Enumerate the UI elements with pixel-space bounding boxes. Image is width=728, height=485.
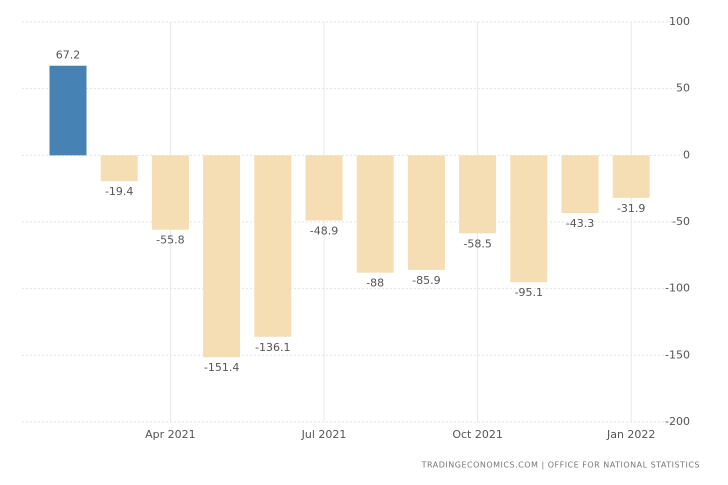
- bar: [407, 155, 445, 270]
- data-label: -136.1: [255, 341, 290, 354]
- x-tick-label: Oct 2021: [452, 428, 503, 441]
- bar: [151, 155, 189, 230]
- y-tick-label: 0: [683, 148, 690, 161]
- y-tick-label: 100: [669, 15, 690, 28]
- data-label: 67.2: [56, 49, 81, 62]
- bar: [49, 65, 87, 156]
- x-tick-label: Jul 2021: [301, 428, 347, 441]
- data-label: -48.9: [310, 225, 338, 238]
- bar: [100, 155, 138, 182]
- bar: [356, 155, 394, 273]
- data-label: -85.9: [412, 274, 440, 287]
- data-label: -88: [366, 277, 384, 290]
- y-tick-label: -50: [672, 215, 690, 228]
- y-tick-label: -100: [665, 282, 690, 295]
- x-tick-label: Jan 2022: [606, 428, 655, 441]
- bar: [305, 155, 343, 221]
- y-tick-label: -200: [665, 415, 690, 428]
- bar: [612, 155, 650, 198]
- data-label: -151.4: [204, 361, 239, 374]
- y-tick-label: -150: [665, 348, 690, 361]
- y-tick-label: 50: [676, 82, 690, 95]
- data-label: -31.9: [617, 202, 645, 215]
- source: TRADINGECONOMICS.COM | OFFICE FOR NATION…: [421, 461, 700, 470]
- data-label: -43.3: [566, 217, 594, 230]
- data-label: -19.4: [105, 185, 133, 198]
- bar: [561, 155, 599, 214]
- bar: [510, 155, 548, 283]
- data-label: -95.1: [515, 286, 543, 299]
- bar: [254, 155, 292, 337]
- bar: [459, 155, 497, 234]
- data-label: -58.5: [463, 237, 491, 250]
- x-tick-label: Apr 2021: [145, 428, 196, 441]
- bar: [203, 155, 241, 358]
- data-label: -55.8: [156, 234, 184, 247]
